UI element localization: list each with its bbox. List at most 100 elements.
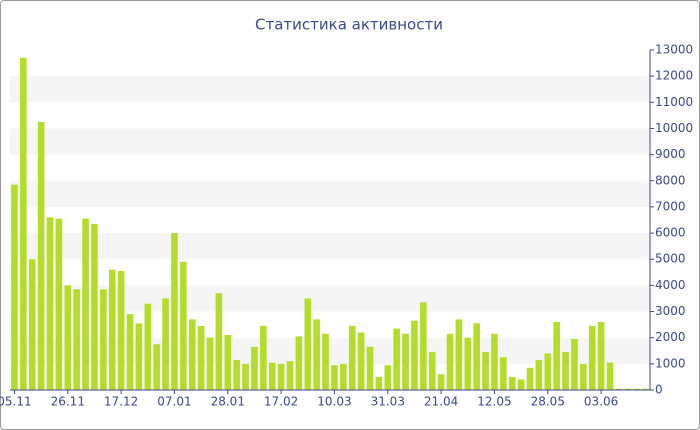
bar	[268, 362, 276, 390]
bar	[197, 325, 205, 390]
grid-band	[10, 180, 650, 207]
bar	[535, 359, 543, 390]
x-tick-label: 21.04	[424, 395, 458, 409]
bar	[260, 325, 267, 390]
bar	[46, 217, 54, 390]
bar	[286, 361, 294, 390]
bar	[446, 333, 454, 390]
x-tick-label: 17.02	[264, 395, 298, 409]
grid-band	[10, 76, 650, 103]
bar	[206, 337, 214, 390]
bar	[171, 233, 178, 390]
y-tick-label: 13000	[655, 43, 693, 57]
bar	[117, 271, 125, 390]
bar	[571, 339, 578, 390]
bar	[304, 298, 312, 390]
bar	[135, 323, 143, 390]
bar	[517, 379, 525, 390]
bar	[366, 346, 374, 390]
bar	[428, 352, 436, 390]
y-tick-label: 9000	[655, 147, 686, 161]
y-tick-label: 0	[655, 383, 663, 397]
bar	[277, 363, 285, 390]
bar	[188, 319, 196, 390]
bar	[482, 352, 489, 390]
x-tick-label: 31.03	[371, 395, 405, 409]
y-tick-label: 10000	[655, 121, 693, 135]
bar	[384, 365, 392, 390]
bar	[11, 184, 18, 390]
bar	[73, 289, 80, 390]
bar	[20, 57, 27, 390]
bar	[580, 363, 587, 390]
x-tick-label: 10.03	[317, 395, 351, 409]
bar	[588, 325, 596, 390]
y-tick-label: 6000	[655, 226, 686, 240]
chart-title: Статистика активности	[255, 16, 443, 34]
bar	[108, 269, 116, 390]
bar	[331, 365, 338, 390]
bar	[562, 352, 569, 390]
bar	[251, 346, 258, 390]
bar	[553, 322, 560, 390]
y-tick-label: 2000	[655, 330, 686, 344]
bar	[242, 363, 249, 390]
bar	[606, 362, 614, 390]
bar	[357, 332, 365, 390]
bar	[37, 121, 45, 390]
bar	[508, 376, 516, 390]
bar	[375, 376, 383, 390]
bar	[348, 325, 356, 390]
bar	[642, 388, 649, 390]
bar	[162, 298, 169, 390]
bar	[322, 333, 329, 390]
bar	[340, 363, 347, 390]
bar	[615, 388, 623, 390]
grid-band	[10, 285, 650, 312]
bar	[437, 374, 445, 390]
y-tick-label: 7000	[655, 199, 686, 213]
bar	[402, 333, 409, 390]
x-tick-label: 17.12	[104, 395, 138, 409]
bar	[153, 344, 160, 390]
x-tick-label: 28.01	[211, 395, 245, 409]
y-tick-label: 12000	[655, 69, 693, 83]
x-tick-label: 03.06	[584, 395, 618, 409]
bar	[55, 218, 63, 390]
bar	[411, 320, 418, 390]
bar	[624, 388, 632, 390]
x-tick-label: 12.05	[477, 395, 511, 409]
x-tick-label: 26.11	[51, 395, 85, 409]
x-tick-label: 05.11	[0, 395, 32, 409]
bar	[100, 289, 107, 390]
bar	[180, 261, 187, 390]
bar	[28, 259, 36, 390]
bar	[126, 314, 134, 390]
bar	[91, 223, 98, 390]
grid-band	[10, 233, 650, 260]
bar	[233, 359, 240, 390]
bar	[393, 328, 400, 390]
x-tick-label: 28.05	[531, 395, 565, 409]
bar	[544, 353, 552, 390]
bar	[215, 293, 223, 390]
bar	[464, 337, 472, 390]
bar	[313, 319, 320, 390]
bar	[500, 357, 507, 390]
bar	[82, 218, 89, 390]
bar	[64, 285, 72, 390]
y-tick-label: 8000	[655, 173, 686, 187]
y-tick-label: 4000	[655, 278, 686, 292]
bar	[455, 319, 463, 390]
y-tick-label: 1000	[655, 356, 686, 370]
bar	[491, 333, 498, 390]
grid-band	[10, 337, 650, 364]
y-tick-label: 3000	[655, 304, 686, 318]
x-tick-label: 07.01	[157, 395, 191, 409]
bar	[295, 336, 303, 390]
bar	[144, 303, 152, 390]
grid-band	[10, 128, 650, 155]
bar	[473, 323, 480, 390]
y-tick-label: 11000	[655, 95, 693, 109]
